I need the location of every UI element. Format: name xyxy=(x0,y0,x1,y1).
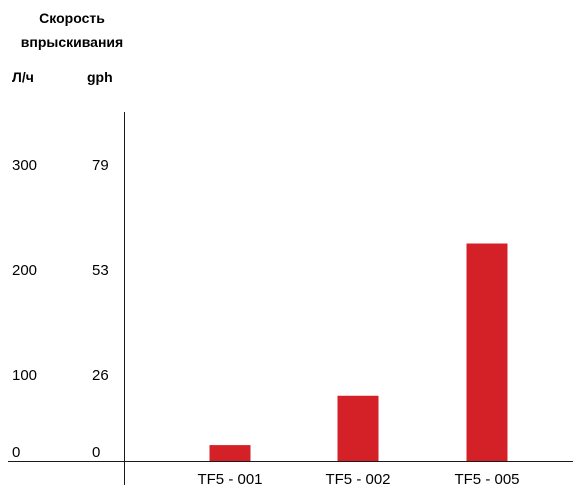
bar-1 xyxy=(209,445,251,461)
y-unit-primary: Л/ч xyxy=(12,69,34,85)
chart-title-line-1: Скорость xyxy=(39,10,105,26)
category-label-3: TF5 - 005 xyxy=(454,471,519,488)
y-tick-primary-200: 200 xyxy=(12,262,37,279)
y-tick-secondary-79: 79 xyxy=(92,157,109,174)
chart-title: Скорость впрыскивания xyxy=(21,10,123,50)
y-tick-primary-300: 300 xyxy=(12,157,37,174)
y-tick-secondary-0: 0 xyxy=(92,444,100,461)
y-tick-secondary-53: 53 xyxy=(92,262,109,279)
y-tick-primary-0: 0 xyxy=(12,444,20,461)
category-labels: TF5 - 001 TF5 - 002 TF5 - 005 xyxy=(197,471,519,488)
bar-3 xyxy=(466,243,508,461)
y-unit-secondary: gph xyxy=(87,69,113,85)
y-tick-labels: 0 0 100 26 200 53 300 79 xyxy=(12,157,109,461)
category-label-1: TF5 - 001 xyxy=(197,471,262,488)
category-label-2: TF5 - 002 xyxy=(325,471,390,488)
chart-title-line-2: впрыскивания xyxy=(21,34,123,50)
bar-2 xyxy=(337,395,379,461)
y-tick-secondary-26: 26 xyxy=(92,367,109,384)
y-tick-primary-100: 100 xyxy=(12,367,37,384)
bars xyxy=(209,243,508,461)
